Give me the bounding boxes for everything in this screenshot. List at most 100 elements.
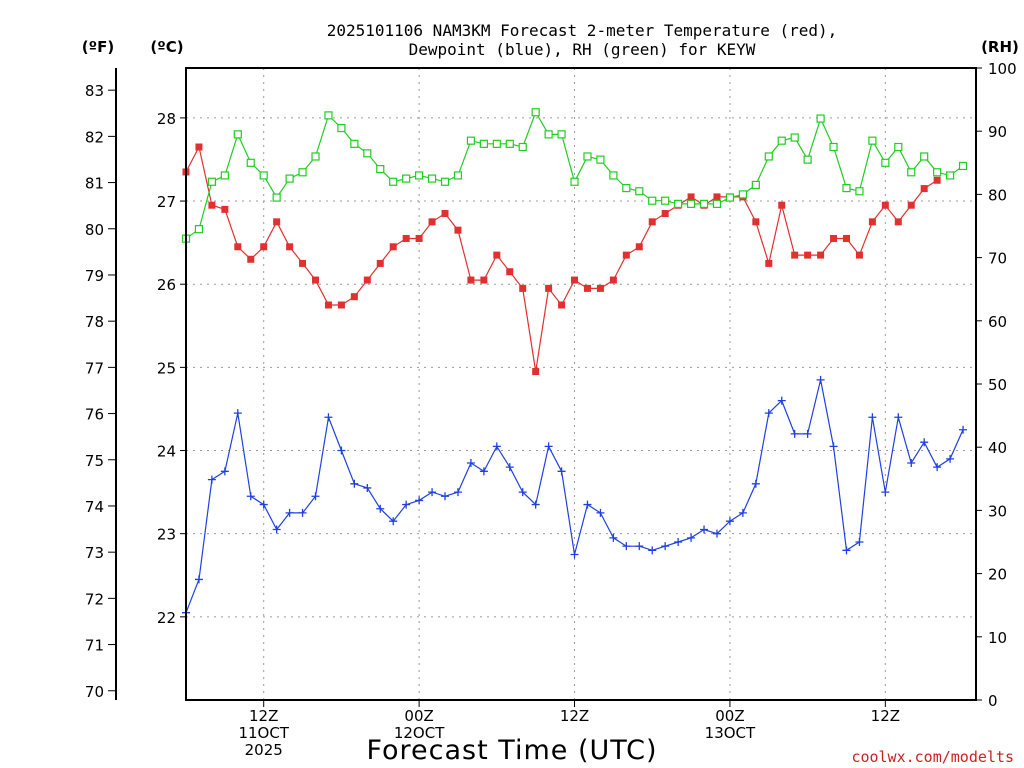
- celsius-tick-label: 25: [157, 359, 176, 377]
- rh-point: [777, 136, 786, 145]
- temperature-point: [804, 251, 812, 259]
- dewpoint-point: [661, 542, 670, 551]
- dewpoint-point: [285, 508, 294, 517]
- rh-point: [220, 171, 229, 180]
- temperature-point: [609, 276, 617, 284]
- fahrenheit-tick-label: 75: [85, 452, 104, 470]
- rh-tick-label: 0: [988, 692, 998, 710]
- x-tick-label: 11OCT: [238, 724, 289, 742]
- rh-point: [440, 177, 450, 186]
- dewpoint-point: [583, 500, 592, 509]
- temperature-point: [247, 255, 255, 263]
- dewpoint-point: [894, 413, 903, 422]
- rh-tick-label: 60: [988, 313, 1007, 331]
- rh-point: [544, 130, 553, 139]
- x-tick-label: 00Z: [715, 707, 744, 725]
- temperature-point: [415, 234, 423, 242]
- rh-tick-label: 70: [988, 250, 1007, 268]
- rh-point: [505, 139, 514, 148]
- fahrenheit-tick-label: 70: [85, 683, 104, 701]
- fahrenheit-tick-label: 71: [85, 637, 104, 655]
- rh-tick-label: 100: [988, 60, 1017, 78]
- temperature-point: [221, 205, 229, 213]
- x-tick-label: 12Z: [249, 707, 278, 725]
- rh-point: [376, 165, 385, 174]
- fahrenheit-tick-label: 83: [85, 82, 104, 100]
- dewpoint-point: [959, 425, 968, 434]
- dewpoint-point: [376, 504, 385, 513]
- series-dewpoint: [182, 375, 968, 617]
- x-tick-label: 2025: [245, 741, 283, 759]
- fahrenheit-unit-label: (ºF): [82, 38, 114, 56]
- rh-tick-label: 50: [988, 376, 1007, 394]
- dewpoint-point: [622, 542, 631, 551]
- dewpoint-point: [907, 459, 916, 467]
- rh-point: [596, 155, 605, 164]
- rh-point: [518, 142, 527, 152]
- rh-point: [920, 152, 929, 161]
- temperature-point: [571, 276, 579, 284]
- celsius-tick-label: 28: [157, 110, 176, 128]
- temperature-point: [519, 284, 527, 292]
- dewpoint-point: [259, 500, 268, 509]
- rh-point: [648, 196, 657, 205]
- temperature-point: [881, 201, 889, 209]
- dewpoint-point: [337, 446, 346, 455]
- dewpoint-point: [246, 492, 255, 501]
- x-tick-label: 13OCT: [705, 724, 756, 742]
- temperature-point: [842, 234, 850, 242]
- fahrenheit-tick-label: 80: [85, 221, 104, 239]
- rh-point: [324, 111, 333, 120]
- dewpoint-point: [790, 429, 799, 438]
- dewpoint-point: [324, 413, 333, 422]
- rh-unit-label: (RH): [981, 38, 1019, 56]
- temperature-point: [920, 185, 928, 193]
- temperature-point: [765, 259, 773, 267]
- dewpoint-point: [751, 479, 760, 488]
- rh-point: [686, 199, 696, 208]
- dewpoint-point: [479, 467, 488, 476]
- plot-frame: [185, 67, 977, 701]
- temperature-point: [441, 210, 449, 218]
- rh-point: [298, 168, 307, 177]
- rh-point: [829, 142, 838, 152]
- dewpoint-point: [855, 538, 864, 546]
- temperature-point: [273, 218, 281, 226]
- rh-point: [699, 199, 709, 208]
- temperature-point: [234, 243, 242, 251]
- rh-point: [907, 168, 916, 177]
- rh-point: [389, 177, 398, 186]
- dewpoint-point: [389, 517, 398, 526]
- rh-point: [725, 193, 735, 202]
- celsius-tick-label: 27: [157, 193, 176, 211]
- dewpoint-point: [674, 538, 683, 546]
- dewpoint-point: [350, 479, 359, 488]
- temperature-point: [635, 243, 643, 251]
- chart-title-line2: Dewpoint (blue), RH (green) for KEYW: [409, 40, 756, 59]
- chart-title-line1: 2025101106 NAM3KM Forecast 2-meter Tempe…: [327, 21, 838, 40]
- x-tick-label: 00Z: [404, 707, 433, 725]
- temperature-point: [402, 234, 410, 242]
- rh-point: [466, 136, 476, 145]
- dewpoint-point: [712, 529, 721, 538]
- dewpoint-point: [453, 488, 462, 497]
- rh-point: [272, 193, 281, 202]
- rh-point: [674, 199, 683, 208]
- rh-tick-label: 30: [988, 502, 1007, 520]
- x-tick-label: 12Z: [560, 707, 589, 725]
- dewpoint-point: [544, 442, 553, 451]
- rh-point: [738, 190, 747, 199]
- temperature-point: [648, 218, 656, 226]
- rh-tick-label: 80: [988, 186, 1007, 204]
- fahrenheit-tick-label: 73: [85, 544, 104, 562]
- dewpoint-point: [570, 550, 579, 559]
- dewpoint-point: [868, 413, 877, 422]
- dewpoint-point: [700, 525, 709, 534]
- rh-point: [415, 171, 424, 180]
- rh-point: [531, 108, 540, 117]
- temperature-point: [260, 243, 268, 251]
- celsius-tick-label: 24: [157, 443, 176, 461]
- rh-point: [790, 133, 799, 142]
- temperature-point: [195, 143, 203, 151]
